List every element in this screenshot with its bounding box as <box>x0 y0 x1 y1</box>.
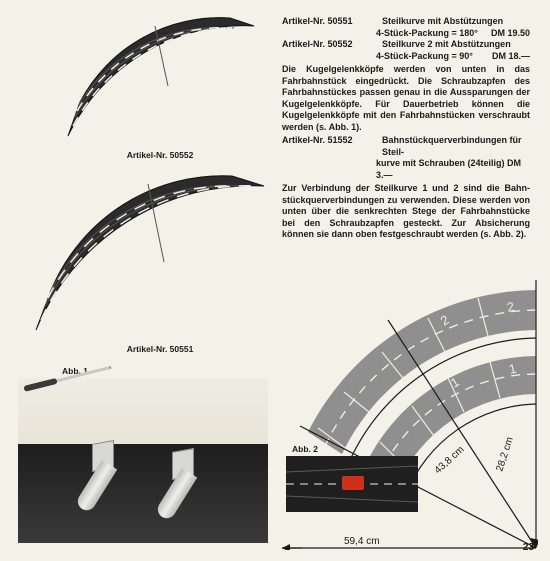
article-2-header: Artikel-Nr. 50552 Steilkurve 2 mit Abstü… <box>282 39 530 51</box>
track-50552-figure <box>60 14 260 144</box>
abb2-label: Abb. 2 <box>292 444 318 454</box>
abb1-figure <box>18 378 268 543</box>
body-paragraph-1: Die Kugelgelenkköpfe werden von unten in… <box>282 64 530 133</box>
dim-59-4: 59,4 cm <box>344 536 380 547</box>
article-desc: Bahnstückquerverbindungen für Steil- <box>382 135 530 158</box>
track-50551-label: Artikel-Nr. 50551 <box>100 344 220 354</box>
article-desc: Steilkurve 2 mit Abstützungen <box>382 39 530 51</box>
support-leg-2 <box>168 450 210 528</box>
track-50551-figure <box>30 170 270 340</box>
article-3-line2: kurve mit Schrauben (24teilig) DM 3.— <box>282 158 530 181</box>
description-block: Artikel-Nr. 50551 Steilkurve mit Abstütz… <box>282 16 530 243</box>
article-1-pack: 4-Stück-Packung = 180° DM 19.50 <box>282 28 530 40</box>
dim-43-8: 43,8 cm <box>433 444 467 476</box>
article-number: Artikel-Nr. 51552 <box>282 135 376 158</box>
article-number: Artikel-Nr. 50551 <box>282 16 376 28</box>
article-number: Artikel-Nr. 50552 <box>282 39 376 51</box>
body-paragraph-2: Zur Verbindung der Steilkurve 1 und 2 si… <box>282 183 530 241</box>
catalog-page: Artikel-Nr. 50552 Artikel-Nr. 50551 Arti… <box>0 0 550 561</box>
pack-info: 4-Stück-Packung = 180° <box>376 28 491 40</box>
connector-clip-icon <box>342 476 364 490</box>
price: DM 19.50 <box>491 28 530 40</box>
article-desc2: kurve mit Schrauben (24teilig) DM 3.— <box>376 158 530 181</box>
pack-info: 4-Stück-Packung = 90° <box>376 51 492 63</box>
article-2-pack: 4-Stück-Packung = 90° DM 18.— <box>282 51 530 63</box>
track-50552-label: Artikel-Nr. 50552 <box>100 150 220 160</box>
dim-28-2: 28,2 cm <box>494 436 515 473</box>
article-3-header: Artikel-Nr. 51552 Bahnstückquerverbindun… <box>282 135 530 158</box>
price: DM 18.— <box>492 51 530 63</box>
page-number: 23 <box>523 542 534 553</box>
article-1-header: Artikel-Nr. 50551 Steilkurve mit Abstütz… <box>282 16 530 28</box>
support-leg-1 <box>88 442 130 520</box>
article-desc: Steilkurve mit Abstützungen <box>382 16 530 28</box>
abb2-figure <box>286 456 418 512</box>
